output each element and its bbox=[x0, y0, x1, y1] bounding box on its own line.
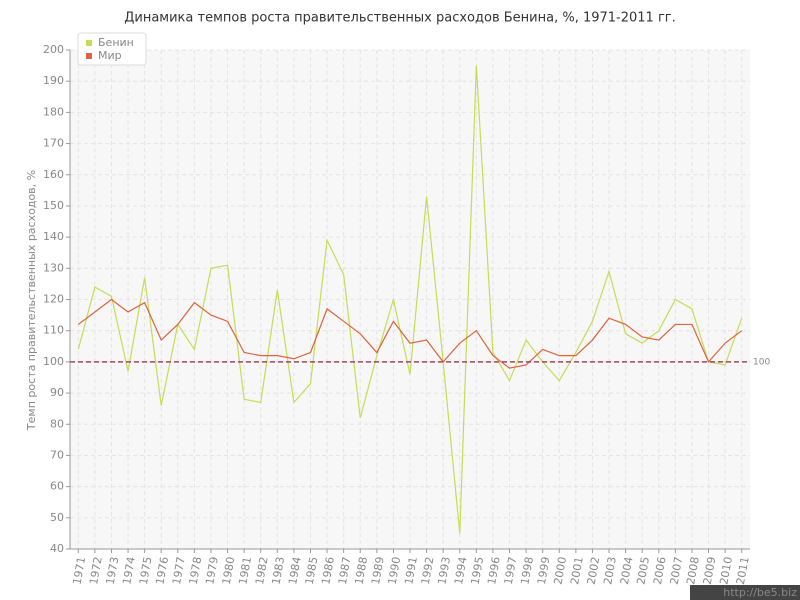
x-tick-label: 1998 bbox=[518, 556, 536, 586]
y-tick-label: 100 bbox=[43, 355, 64, 368]
x-tick-label: 1983 bbox=[270, 556, 288, 586]
y-tick-label: 200 bbox=[43, 43, 64, 56]
x-tick-label: 1980 bbox=[220, 556, 238, 586]
y-tick-label: 140 bbox=[43, 230, 64, 243]
series-line bbox=[77, 298, 743, 369]
x-tick-label: 2002 bbox=[585, 556, 603, 586]
x-tick-label: 2006 bbox=[651, 556, 669, 586]
x-tick-label: 1996 bbox=[485, 556, 503, 586]
x-tick-label: 2001 bbox=[568, 556, 586, 586]
y-axis-label: Темп роста правительственных расходов, % bbox=[25, 170, 38, 431]
y-tick-label: 80 bbox=[50, 417, 64, 430]
legend-box bbox=[77, 32, 147, 66]
x-tick-label: 1982 bbox=[253, 556, 271, 586]
legend-label: Бенин bbox=[98, 36, 134, 49]
y-tick-label: 180 bbox=[43, 105, 64, 118]
y-tick-label: 190 bbox=[43, 74, 64, 87]
x-tick-label: 1976 bbox=[153, 556, 171, 586]
x-tick-label: 1972 bbox=[87, 556, 105, 586]
x-tick-label: 2011 bbox=[734, 556, 752, 586]
y-tick-label: 60 bbox=[50, 480, 64, 493]
x-tick-label: 1992 bbox=[419, 556, 437, 586]
watermark-bg bbox=[690, 585, 800, 600]
x-tick-label: 1977 bbox=[170, 556, 188, 586]
x-tick-label: 1988 bbox=[352, 556, 370, 586]
x-tick-label: 1999 bbox=[535, 556, 553, 586]
x-tick-label: 1979 bbox=[203, 556, 221, 586]
series-line bbox=[77, 65, 743, 534]
legend-marker bbox=[86, 53, 92, 59]
legend-marker bbox=[86, 40, 92, 46]
x-tick-label: 1987 bbox=[336, 556, 354, 586]
y-tick-label: 170 bbox=[43, 137, 64, 150]
x-tick-label: 1985 bbox=[303, 556, 321, 586]
x-tick-label: 2005 bbox=[634, 556, 652, 586]
x-tick-label: 1974 bbox=[120, 556, 138, 586]
chart-title: Динамика темпов роста правительственных … bbox=[124, 11, 676, 26]
y-tick-label: 130 bbox=[43, 261, 64, 274]
x-tick-label: 1993 bbox=[435, 556, 453, 586]
x-tick-label: 1984 bbox=[286, 556, 304, 586]
x-tick-label: 1981 bbox=[236, 556, 254, 586]
y-tick-label: 40 bbox=[50, 542, 64, 555]
x-tick-label: 1995 bbox=[469, 556, 487, 586]
reference-label: 100 bbox=[753, 357, 770, 367]
x-tick-label: 1975 bbox=[137, 556, 155, 586]
x-tick-label: 1973 bbox=[104, 556, 122, 586]
x-tick-label: 2010 bbox=[717, 556, 735, 586]
y-tick-label: 150 bbox=[43, 199, 64, 212]
x-tick-label: 2007 bbox=[668, 556, 686, 586]
x-tick-label: 1978 bbox=[187, 556, 205, 586]
x-tick-label: 2003 bbox=[601, 556, 619, 586]
x-tick-label: 1986 bbox=[319, 556, 337, 586]
x-tick-label: 1990 bbox=[386, 556, 404, 586]
y-tick-label: 110 bbox=[43, 324, 64, 337]
x-tick-label: 2004 bbox=[618, 556, 636, 586]
y-tick-label: 120 bbox=[43, 293, 64, 306]
x-tick-label: 1991 bbox=[402, 556, 420, 586]
x-tick-label: 2008 bbox=[684, 556, 702, 586]
legend-label: Мир bbox=[98, 49, 122, 62]
y-tick-label: 160 bbox=[43, 168, 64, 181]
x-tick-label: 1989 bbox=[369, 556, 387, 586]
x-tick-label: 1997 bbox=[502, 556, 520, 586]
y-tick-label: 90 bbox=[50, 386, 64, 399]
x-tick-label: 1994 bbox=[452, 556, 470, 586]
x-tick-label: 2000 bbox=[552, 556, 570, 586]
x-tick-label: 2009 bbox=[701, 556, 719, 586]
y-tick-label: 70 bbox=[50, 448, 64, 461]
y-tick-label: 50 bbox=[50, 511, 64, 524]
watermark: http://be5.biz bbox=[723, 586, 797, 599]
x-tick-label: 1971 bbox=[71, 556, 89, 586]
